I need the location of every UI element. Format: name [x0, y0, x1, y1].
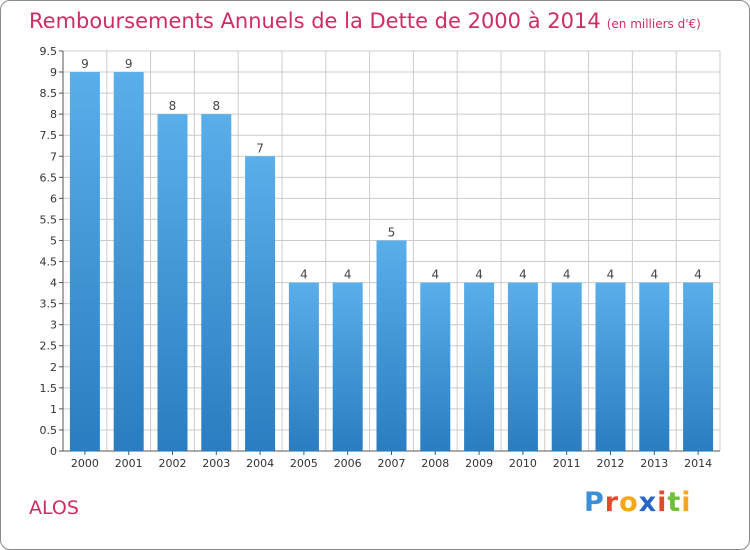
y-tick-label: 6.5 — [40, 171, 58, 184]
proxiti-logo[interactable]: Proxiti — [584, 487, 692, 518]
logo-letter: t — [667, 487, 682, 518]
data-label: 4 — [300, 268, 308, 282]
data-label: 4 — [344, 268, 352, 282]
logo-letter: i — [657, 487, 668, 518]
y-tick-label: 3 — [50, 319, 57, 332]
bar-2011 — [551, 282, 582, 451]
data-label: 9 — [81, 57, 89, 71]
y-tick-label: 0.5 — [40, 424, 58, 437]
data-label: 4 — [519, 268, 527, 282]
bar-2003 — [201, 114, 232, 451]
x-tick-label: 2010 — [509, 457, 537, 470]
bar-2006 — [332, 282, 363, 451]
x-tick-label: 2003 — [202, 457, 230, 470]
x-tick-label: 2007 — [378, 457, 406, 470]
data-label: 9 — [125, 57, 133, 71]
x-tick-label: 2002 — [159, 457, 187, 470]
y-tick-label: 4.5 — [40, 256, 58, 269]
y-tick-label: 4 — [50, 277, 57, 290]
y-tick-label: 9.5 — [40, 45, 58, 58]
data-label: 4 — [694, 268, 702, 282]
logo-letter: i — [681, 487, 692, 518]
bar-2004 — [245, 156, 276, 451]
x-tick-label: 2006 — [334, 457, 362, 470]
x-tick-label: 2014 — [684, 457, 712, 470]
chart-subtitle: (en milliers d'€) — [606, 17, 701, 31]
y-tick-label: 7.5 — [40, 129, 58, 142]
x-tick-label: 2009 — [465, 457, 493, 470]
logo-letter: r — [604, 487, 620, 518]
bar-2009 — [464, 282, 495, 451]
logo-letter: P — [584, 487, 605, 518]
data-label: 8 — [169, 99, 177, 113]
bar-layer — [69, 72, 714, 451]
bar-2005 — [288, 282, 319, 451]
data-label: 4 — [563, 268, 571, 282]
data-label: 7 — [256, 141, 264, 155]
y-tick-label: 6 — [50, 192, 57, 205]
data-label: 4 — [475, 268, 483, 282]
x-tick-label: 2012 — [597, 457, 625, 470]
bar-2010 — [507, 282, 538, 451]
data-label: 4 — [607, 268, 615, 282]
data-label: 4 — [650, 268, 658, 282]
label-layer: 0 0.5 1 1.5 2 2.5 3 3.5 4 4.5 5 5.5 6 6.5 7 7.5 8 8.5 9 9.5… — [40, 45, 713, 470]
bar-2013 — [639, 282, 670, 451]
bar-2012 — [595, 282, 626, 451]
logo-letter: o — [619, 487, 639, 518]
bar-2001 — [113, 72, 144, 451]
data-label: 8 — [212, 99, 220, 113]
y-tick-label: 2.5 — [40, 340, 58, 353]
bar-2002 — [157, 114, 188, 451]
x-tick-label: 2013 — [640, 457, 668, 470]
y-tick-label: 5 — [50, 234, 57, 247]
commune-name: ALOS — [29, 497, 79, 519]
y-tick-label: 2 — [50, 361, 57, 374]
data-label: 4 — [431, 268, 439, 282]
y-tick-label: 0 — [50, 445, 57, 458]
y-tick-label: 1.5 — [40, 382, 58, 395]
y-tick-label: 3.5 — [40, 298, 58, 311]
bar-2014 — [683, 282, 714, 451]
y-tick-label: 7 — [50, 150, 57, 163]
bar-2008 — [420, 282, 451, 451]
x-tick-label: 2008 — [421, 457, 449, 470]
y-tick-label: 8 — [50, 108, 57, 121]
x-tick-label: 2004 — [246, 457, 274, 470]
y-tick-label: 9 — [50, 66, 57, 79]
chart-title-text: Remboursements Annuels de la Dette de 20… — [29, 9, 601, 33]
x-tick-label: 2011 — [553, 457, 581, 470]
bar-2000 — [69, 72, 100, 451]
y-tick-label: 5.5 — [40, 213, 58, 226]
x-tick-label: 2005 — [290, 457, 318, 470]
y-tick-label: 1 — [50, 403, 57, 416]
logo-letter: x — [638, 487, 658, 518]
bar-2007 — [376, 240, 407, 451]
x-tick-label: 2001 — [115, 457, 143, 470]
data-label: 5 — [388, 225, 396, 239]
y-tick-label: 8.5 — [40, 87, 58, 100]
chart-title: Remboursements Annuels de la Dette de 20… — [29, 9, 701, 33]
x-tick-label: 2000 — [71, 457, 99, 470]
